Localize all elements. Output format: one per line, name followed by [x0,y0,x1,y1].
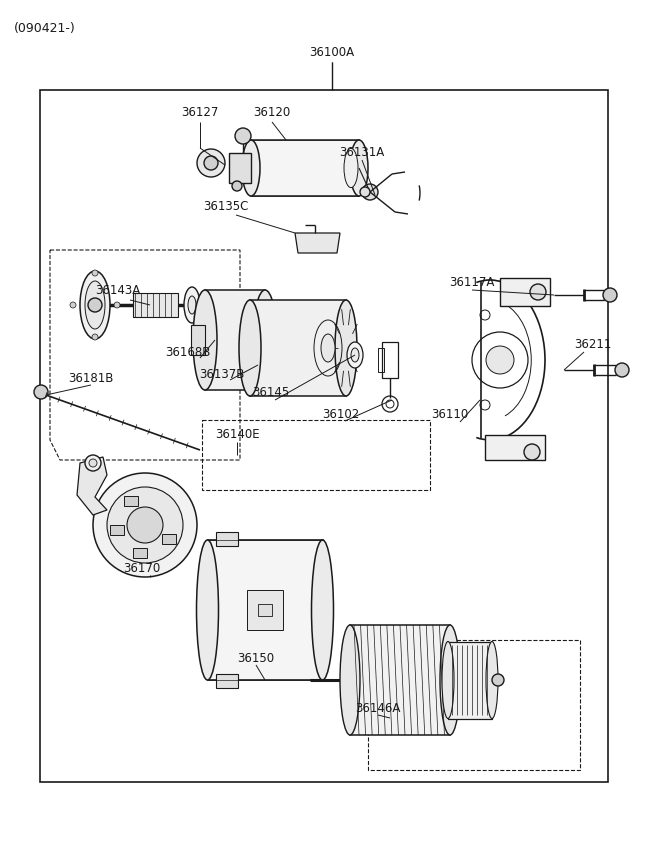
Circle shape [127,507,163,543]
Bar [500,278,550,306]
Bar [163,534,176,544]
Ellipse shape [197,540,218,680]
Ellipse shape [442,641,454,718]
Ellipse shape [440,625,460,735]
Bar [382,342,398,378]
Text: 36131A: 36131A [340,146,385,159]
Text: 36137B: 36137B [199,367,245,381]
Circle shape [360,187,370,197]
Text: 36150: 36150 [238,651,274,665]
Circle shape [197,149,225,177]
Bar [216,674,238,688]
Circle shape [362,184,378,200]
Circle shape [93,473,197,577]
Bar [229,153,251,183]
Ellipse shape [311,540,334,680]
Ellipse shape [184,287,200,323]
Text: (090421-): (090421-) [14,22,76,35]
Text: 36181B: 36181B [68,371,114,384]
Text: 36143A: 36143A [95,284,141,298]
Ellipse shape [80,271,110,339]
Circle shape [603,288,617,302]
Circle shape [88,298,102,312]
Ellipse shape [321,334,335,362]
Text: 36146A: 36146A [355,701,401,715]
Circle shape [530,284,546,300]
Ellipse shape [340,625,360,735]
Bar [258,604,272,616]
Circle shape [235,128,251,144]
Bar [350,625,450,735]
Text: 36140E: 36140E [215,428,259,442]
Polygon shape [295,233,340,253]
Bar [247,590,283,630]
Bar [265,325,279,355]
Bar [207,540,322,680]
Text: 36170: 36170 [124,561,161,574]
Bar [378,348,384,372]
Bar [133,293,178,317]
Circle shape [92,270,98,276]
Ellipse shape [251,310,269,370]
Polygon shape [77,457,107,515]
Ellipse shape [350,140,368,196]
Ellipse shape [242,140,260,196]
Bar [133,548,147,558]
Ellipse shape [347,342,363,368]
Text: 36211: 36211 [574,338,612,352]
Text: 36102: 36102 [322,409,360,421]
Ellipse shape [253,290,277,390]
Bar [251,140,359,196]
Circle shape [89,459,97,467]
Text: 36145: 36145 [253,387,290,399]
Circle shape [85,455,101,471]
Circle shape [486,346,514,374]
Ellipse shape [188,296,196,314]
Circle shape [70,302,76,308]
Bar [485,435,545,460]
Circle shape [204,156,218,170]
Ellipse shape [335,300,357,396]
Circle shape [107,487,183,563]
Text: 36110: 36110 [432,409,468,421]
Circle shape [34,385,48,399]
Circle shape [92,334,98,340]
Ellipse shape [239,300,261,396]
Text: 36117A: 36117A [449,276,495,289]
Bar [111,525,124,535]
Bar [250,300,346,396]
Ellipse shape [85,281,105,329]
Bar [205,290,265,390]
Text: 36127: 36127 [182,107,218,120]
Circle shape [492,674,504,686]
Bar [191,325,205,355]
Bar [40,90,608,782]
Bar [448,641,492,718]
Ellipse shape [351,348,359,362]
Circle shape [615,363,629,377]
Text: 36120: 36120 [253,107,291,120]
Ellipse shape [344,148,358,187]
Text: 36100A: 36100A [309,46,355,59]
Circle shape [232,181,242,191]
Bar [124,496,138,505]
Bar [216,532,238,546]
Text: 36168B: 36168B [165,345,211,359]
Text: 36135C: 36135C [203,200,249,214]
Ellipse shape [193,290,217,390]
Circle shape [524,444,540,460]
Circle shape [114,302,120,308]
Ellipse shape [486,641,498,718]
